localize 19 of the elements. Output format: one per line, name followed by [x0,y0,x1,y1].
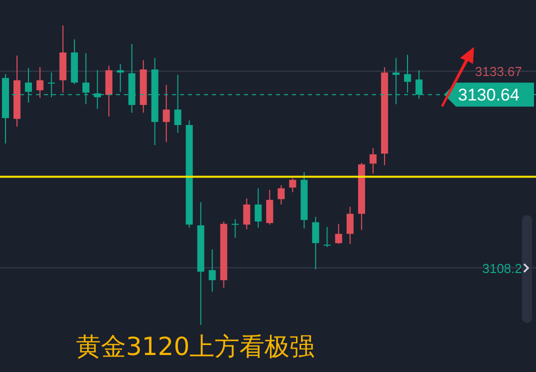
candlestick [254,188,262,228]
candlestick [324,226,331,248]
y-tick-label: 3108.2 [482,260,522,276]
candlestick [289,178,296,193]
candlestick [266,189,274,226]
candlestick [36,66,44,99]
candlestick [346,206,354,244]
candlestick [312,216,320,270]
candlestick [278,184,285,206]
candlestick [370,148,377,174]
candlestick [243,198,250,230]
candlestick [232,218,239,238]
candlestick [162,84,170,143]
y-tick-label: 3133.67 [475,64,522,80]
annotation: 黄金3120上方看极强 [76,331,315,363]
candlestick [116,64,124,92]
ref-line-label: 3130.64 [458,86,520,105]
candlestick [335,223,342,244]
candlestick [208,248,216,292]
